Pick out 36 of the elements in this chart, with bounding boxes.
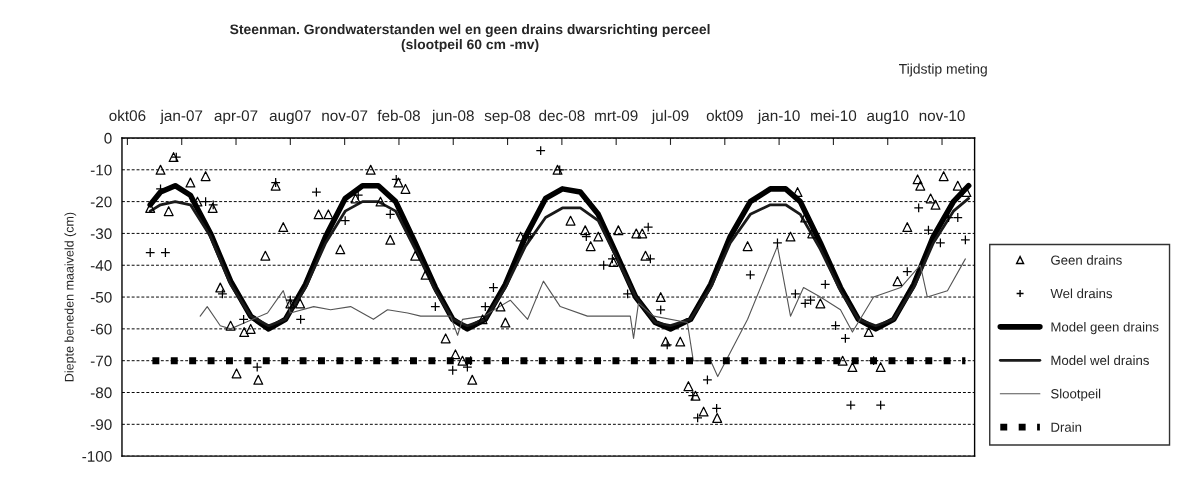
legend-label: Drain	[1051, 422, 1082, 432]
x-tick-label: okt09	[706, 109, 743, 122]
x-tick-label: nov-07	[322, 110, 368, 122]
y-tick-label: -60	[90, 323, 112, 335]
x-tick-label: feb-08	[377, 109, 420, 122]
y-tick-label: -30	[90, 228, 112, 240]
x-tick-label: mei-10	[811, 109, 857, 122]
x-tick-label: aug07	[269, 110, 311, 125]
x-tick-label: jul-09	[651, 109, 689, 125]
y-tick-label: -80	[90, 387, 112, 399]
y-tick-label: -20	[90, 196, 112, 208]
x-tick-label: nov-10	[919, 110, 965, 122]
x-tick-label: sep-08	[484, 110, 531, 125]
y-tick-label: -50	[90, 291, 112, 303]
x-tick-label: jan-10	[757, 109, 800, 125]
y-axis-title: Diepte beneden maaiveld (cm)	[64, 212, 77, 382]
legend-label: Model wel drains	[1051, 355, 1149, 366]
legend-label: Slootpeil	[1051, 388, 1101, 402]
legend-label: Geen drains	[1051, 255, 1122, 265]
y-tick-label: 0	[104, 132, 112, 144]
legend-label: Model geen drains	[1051, 321, 1159, 335]
y-tick-label: -100	[82, 451, 112, 462]
x-axis-title: Tijdstip meting	[899, 63, 987, 77]
y-tick-label: -70	[90, 355, 112, 367]
x-tick-label: jun-08	[431, 109, 474, 125]
y-tick-label: -10	[90, 164, 112, 176]
y-tick-label: -90	[90, 419, 112, 431]
legend-label: Wel drains	[1050, 288, 1113, 299]
x-tick-label: okt06	[109, 109, 146, 122]
x-tick-label: mrt-09	[595, 110, 638, 122]
x-tick-label: aug10	[867, 110, 909, 125]
x-tick-label: apr-07	[214, 110, 258, 125]
y-tick-label: -40	[90, 260, 112, 271]
chart-title: Steenman. Grondwaterstanden wel en geen drains dwarsrichting perceel (slootpeil 60 cm -mv)	[230, 24, 710, 52]
x-tick-label: jan-07	[160, 109, 203, 125]
x-tick-label: dec-08	[539, 109, 585, 122]
